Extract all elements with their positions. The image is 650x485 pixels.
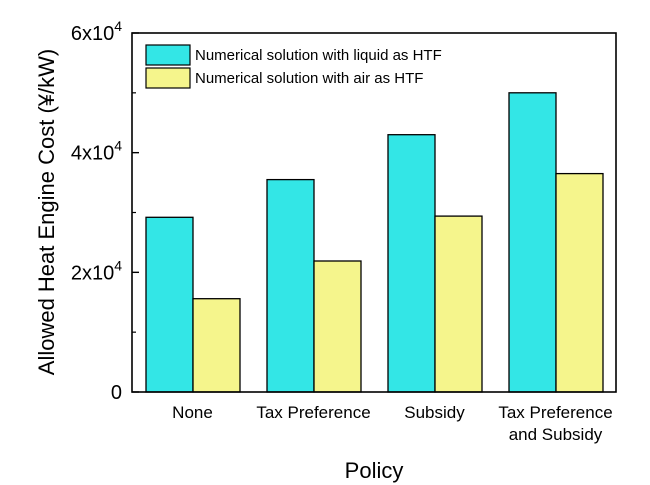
- bar-liquid-0: [145, 216, 194, 393]
- legend-label: Numerical solution with air as HTF: [195, 70, 423, 87]
- y-ticks-group: 0 2x104 4x104 6x104: [71, 18, 139, 404]
- legend-swatch: [145, 44, 191, 66]
- bar-liquid-3: [508, 92, 557, 393]
- x-ticks-group: None Tax Preference Subsidy Tax Preference a…: [172, 403, 612, 444]
- plot-frame: [131, 32, 617, 393]
- y-axis-title-group: Allowed Heat Engine Cost (¥/kW): [34, 49, 59, 375]
- bar-air-0: [192, 298, 241, 393]
- y-tick-label: 6x104: [71, 18, 122, 45]
- y-tick-label: 2x104: [71, 257, 122, 284]
- bar-air-2: [434, 215, 483, 393]
- bar-air-3: [555, 172, 604, 393]
- x-category-label: Tax Preference and Subsidy: [498, 403, 612, 444]
- legend-label: Numerical solution with liquid as HTF: [195, 47, 442, 64]
- legend-swatch: [145, 67, 191, 89]
- x-category-label: Subsidy: [404, 403, 465, 422]
- legend: Numerical solution with liquid as HTF Num…: [145, 44, 442, 89]
- y-axis-title: Allowed Heat Engine Cost (¥/kW): [34, 49, 59, 375]
- y-tick-label: 4x104: [71, 138, 122, 165]
- y-tick-label: 0: [111, 382, 122, 404]
- x-category-label: None: [172, 403, 213, 422]
- x-category-label: Tax Preference: [256, 403, 370, 422]
- bar-air-1: [313, 260, 362, 393]
- x-axis-title: Policy: [345, 458, 404, 483]
- bar-liquid-1: [266, 178, 315, 393]
- bars-group: [145, 92, 604, 393]
- bar-liquid-2: [387, 134, 436, 393]
